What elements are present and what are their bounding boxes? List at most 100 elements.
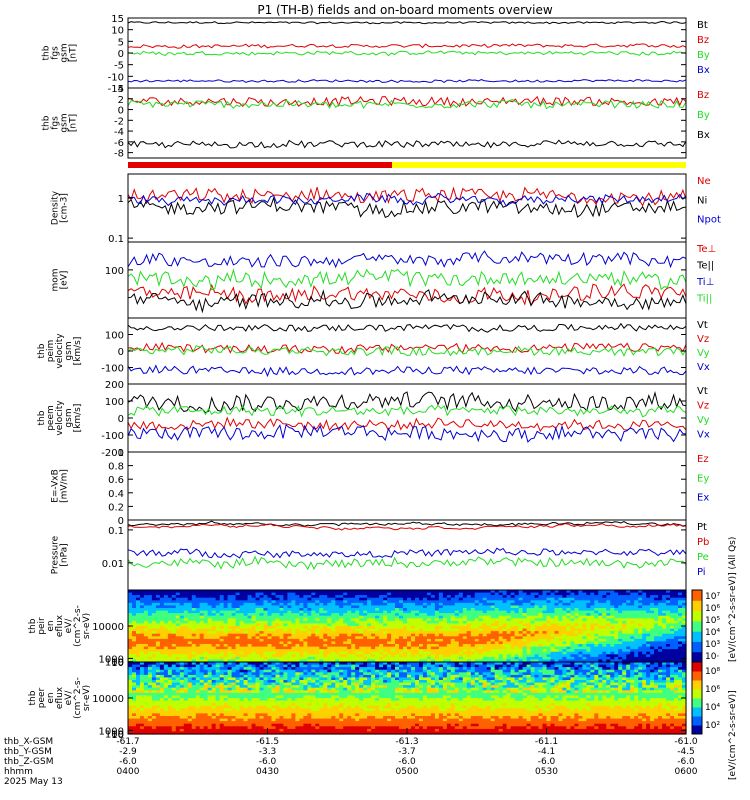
heatmap-cell [446, 656, 452, 661]
legend-entry: Bx [697, 65, 710, 76]
heatmap-cell [419, 597, 424, 601]
heatmap-cell [371, 626, 376, 630]
heatmap-cell [155, 669, 161, 673]
heatmap-cell [658, 631, 663, 635]
heatmap-cell [574, 613, 579, 617]
heatmap-cell [462, 646, 468, 650]
heatmap-cell [219, 708, 225, 712]
heatmap-cell [295, 615, 300, 619]
heatmap-cell [546, 602, 552, 607]
legend-entry: By [697, 50, 710, 61]
heatmap-cell [199, 592, 205, 596]
heatmap-cell [614, 659, 619, 663]
heatmap-cell [654, 620, 659, 625]
heatmap-cell [275, 595, 281, 599]
heatmap-cell [574, 654, 579, 658]
heatmap-cell [227, 610, 233, 614]
heatmap-cell [235, 710, 241, 715]
heatmap-cell [462, 608, 468, 612]
heatmap-cell [223, 620, 229, 625]
heatmap-cell [646, 592, 651, 596]
heatmap-cell [235, 690, 241, 694]
heatmap-cell [422, 633, 428, 637]
heatmap-cell [355, 646, 360, 650]
heatmap-cell [622, 644, 627, 648]
heatmap-cell [159, 623, 165, 627]
heatmap-cell [175, 656, 181, 661]
heatmap-cell [638, 631, 643, 635]
heatmap-cell [167, 605, 173, 609]
heatmap-cell [128, 605, 133, 609]
heatmap-cell [251, 590, 257, 594]
heatmap-cell [646, 600, 651, 604]
heatmap-cell [223, 692, 229, 697]
heatmap-cell [355, 590, 360, 594]
heatmap-cell [630, 608, 635, 612]
heatmap-cell [319, 613, 324, 617]
heatmap-cell [179, 662, 185, 666]
heatmap-cell [223, 674, 229, 679]
heatmap-cell [470, 646, 476, 650]
heatmap-cell [231, 685, 237, 689]
heatmap-cell [407, 595, 412, 599]
heatmap-cell [438, 610, 444, 614]
heatmap-cell [430, 620, 436, 625]
heatmap-cell [590, 649, 595, 653]
heatmap-cell [243, 626, 249, 630]
heatmap-cell [383, 590, 388, 594]
heatmap-cell [642, 654, 647, 658]
heatmap-cell [482, 659, 488, 663]
heatmap-cell [183, 613, 189, 617]
heatmap-cell [403, 638, 408, 643]
heatmap-cell [223, 633, 229, 637]
heatmap-cell [151, 700, 157, 704]
heatmap-cell [642, 595, 647, 599]
heatmap-cell [339, 610, 344, 614]
heatmap-cell [478, 610, 484, 614]
heatmap-cell [179, 597, 185, 601]
heatmap-cell [163, 615, 169, 619]
heatmap-cell [287, 656, 292, 661]
heatmap-cell [578, 638, 583, 643]
heatmap-cell [203, 662, 209, 666]
heatmap-cell [534, 633, 540, 637]
heatmap-cell [151, 654, 157, 658]
heatmap-cell [574, 633, 579, 637]
heatmap-cell [227, 590, 233, 594]
heatmap-cell [303, 608, 308, 612]
heatmap-cell [642, 638, 647, 643]
heatmap-cell [522, 623, 528, 627]
heatmap-cell [542, 615, 548, 619]
heatmap-cell [132, 695, 137, 699]
heatmap-cell [638, 651, 643, 655]
heatmap-cell [347, 610, 352, 614]
heatmap-cell [630, 592, 635, 596]
heatmap-cell [622, 595, 627, 599]
heatmap-cell [275, 623, 281, 627]
heatmap-cell [478, 633, 484, 637]
heatmap-cell [239, 649, 245, 653]
heatmap-cell [183, 700, 189, 704]
heatmap-cell [526, 644, 532, 648]
heatmap-cell [622, 623, 627, 627]
heatmap-cell [247, 659, 253, 663]
heatmap-cell [387, 610, 392, 614]
heatmap-cell [128, 636, 133, 640]
heatmap-cell [654, 590, 659, 594]
heatmap-cell [243, 726, 249, 730]
heatmap-cell [411, 649, 416, 653]
heatmap-cell [140, 672, 145, 676]
heatmap-cell [155, 636, 161, 640]
heatmap-cell [598, 615, 603, 619]
heatmap-cell [263, 608, 269, 612]
heatmap-cell [498, 641, 504, 645]
heatmap-cell [598, 600, 603, 604]
heatmap-cell [147, 731, 153, 735]
heatmap-cell [430, 644, 436, 648]
heatmap-cell [191, 631, 197, 635]
heatmap-cell [155, 641, 161, 645]
heatmap-cell [339, 623, 344, 627]
heatmap-cell [143, 674, 149, 679]
heatmap-cell [363, 641, 368, 645]
heatmap-cell [151, 687, 157, 691]
